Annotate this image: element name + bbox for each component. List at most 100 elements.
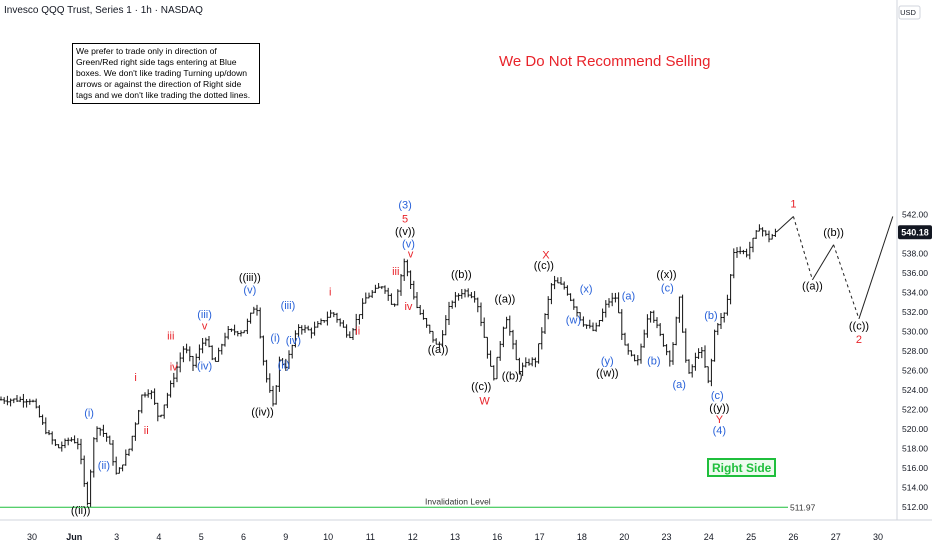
wave-label: ((b)) xyxy=(823,227,844,239)
ohlc-bar xyxy=(444,315,448,336)
wave-label: ((iv)) xyxy=(251,406,274,418)
ohlc-bar xyxy=(274,385,278,405)
current-price-value: 540.18 xyxy=(901,228,929,238)
wave-label: ((b)) xyxy=(502,370,523,382)
ohlc-bar xyxy=(524,357,528,368)
ohlc-bar xyxy=(89,469,93,508)
ohlc-bar xyxy=(556,277,560,284)
ohlc-bar xyxy=(162,404,166,419)
ohlc-bar xyxy=(252,306,256,314)
ohlc-bar xyxy=(5,395,9,406)
wave-label: (ii) xyxy=(278,360,290,372)
trading-note: We prefer to trade only in direction of … xyxy=(72,43,260,104)
ohlc-bar xyxy=(578,312,582,321)
wave-label: ((a)) xyxy=(428,344,449,356)
axis-unit-box xyxy=(898,5,921,20)
wave-label: v xyxy=(202,321,208,333)
ohlc-bar xyxy=(719,312,723,330)
wave-label: ((ii)) xyxy=(71,505,91,517)
wave-label: (ii) xyxy=(98,460,110,472)
ohlc-bar xyxy=(47,430,51,436)
y-tick-label: 524.00 xyxy=(902,385,928,395)
ohlc-bar xyxy=(226,326,230,340)
ohlc-bar xyxy=(463,288,467,298)
ohlc-bar xyxy=(121,464,125,472)
invalidation-line-group: Invalidation Level 511.97 xyxy=(0,496,816,512)
ohlc-bar xyxy=(108,435,112,445)
ohlc-bar xyxy=(693,352,697,371)
ohlc-bar xyxy=(572,298,576,310)
wave-label: iii xyxy=(167,330,174,342)
y-tick-label: 518.00 xyxy=(902,444,928,454)
ohlc-bar xyxy=(261,335,265,366)
x-tick-label: 17 xyxy=(535,532,545,542)
y-tick-label: 534.00 xyxy=(902,288,928,298)
ohlc-bar xyxy=(402,258,406,281)
ohlc-bar xyxy=(370,290,374,298)
wave-label: iii xyxy=(392,266,399,278)
ohlc-bar xyxy=(329,309,333,318)
ohlc-bar xyxy=(725,294,729,316)
x-tick-label: 6 xyxy=(241,532,246,542)
wave-label: (x) xyxy=(580,284,593,296)
wave-label: ii xyxy=(355,325,360,337)
invalidation-label: Invalidation Level xyxy=(425,496,491,506)
ohlc-bar xyxy=(341,320,345,328)
ohlc-bar xyxy=(101,424,105,437)
wave-label: (w) xyxy=(566,315,581,327)
ohlc-bar xyxy=(98,427,102,436)
ohlc-bar xyxy=(425,317,429,328)
ohlc-bar xyxy=(325,311,329,326)
ohlc-bar xyxy=(364,292,368,304)
ohlc-bar xyxy=(28,398,32,405)
time-axis-bg xyxy=(0,520,932,550)
wave-label: (a) xyxy=(622,290,635,302)
ohlc-bar xyxy=(31,399,35,403)
right-side-label: Right Side xyxy=(712,461,772,475)
wave-label: ((c)) xyxy=(849,321,869,333)
ohlc-bar xyxy=(223,332,227,347)
wave-label: (b) xyxy=(647,356,660,368)
wave-label: (iii) xyxy=(281,300,296,312)
ohlc-bar xyxy=(133,422,137,441)
x-tick-label: 23 xyxy=(661,532,671,542)
ohlc-bar xyxy=(575,306,579,317)
wave-label: X xyxy=(542,249,550,261)
ohlc-bar xyxy=(434,338,438,345)
ohlc-bar xyxy=(117,467,121,474)
ohlc-bar xyxy=(537,343,541,364)
ohlc-bar xyxy=(127,448,131,457)
ohlc-bar xyxy=(63,438,67,449)
ohlc-bar xyxy=(220,343,224,355)
price-axis-bg xyxy=(897,0,932,550)
ohlc-bar xyxy=(396,289,400,306)
ohlc-bar xyxy=(489,350,493,367)
x-tick-label: 20 xyxy=(619,532,629,542)
wave-label: (c) xyxy=(661,283,674,295)
y-tick-label: 542.00 xyxy=(902,210,928,220)
ohlc-bar xyxy=(649,311,653,323)
wave-label: ((y)) xyxy=(709,402,729,414)
x-tick-label: 26 xyxy=(788,532,798,542)
wave-label: ((v)) xyxy=(395,226,415,238)
ohlc-bar xyxy=(703,345,707,368)
ohlc-bar xyxy=(367,292,371,299)
ohlc-bar xyxy=(697,348,701,359)
ohlc-bar xyxy=(428,324,432,334)
projection-segment xyxy=(858,216,894,319)
ohlc-bar xyxy=(111,439,115,466)
ohlc-bar xyxy=(34,398,38,409)
wave-label: v xyxy=(408,248,414,260)
ohlc-bar xyxy=(105,432,109,442)
wave-label: (v) xyxy=(402,239,415,251)
wave-label: i xyxy=(329,286,331,298)
x-tick-label: 30 xyxy=(27,532,37,542)
y-tick-label: 528.00 xyxy=(902,346,928,356)
ohlc-bar xyxy=(527,358,531,366)
ohlc-bar xyxy=(594,322,598,332)
x-tick-label: 12 xyxy=(408,532,418,542)
ohlc-bar xyxy=(569,293,573,302)
ohlc-bar xyxy=(271,385,275,407)
y-tick-label: 526.00 xyxy=(902,366,928,376)
ohlc-bar xyxy=(751,237,755,253)
